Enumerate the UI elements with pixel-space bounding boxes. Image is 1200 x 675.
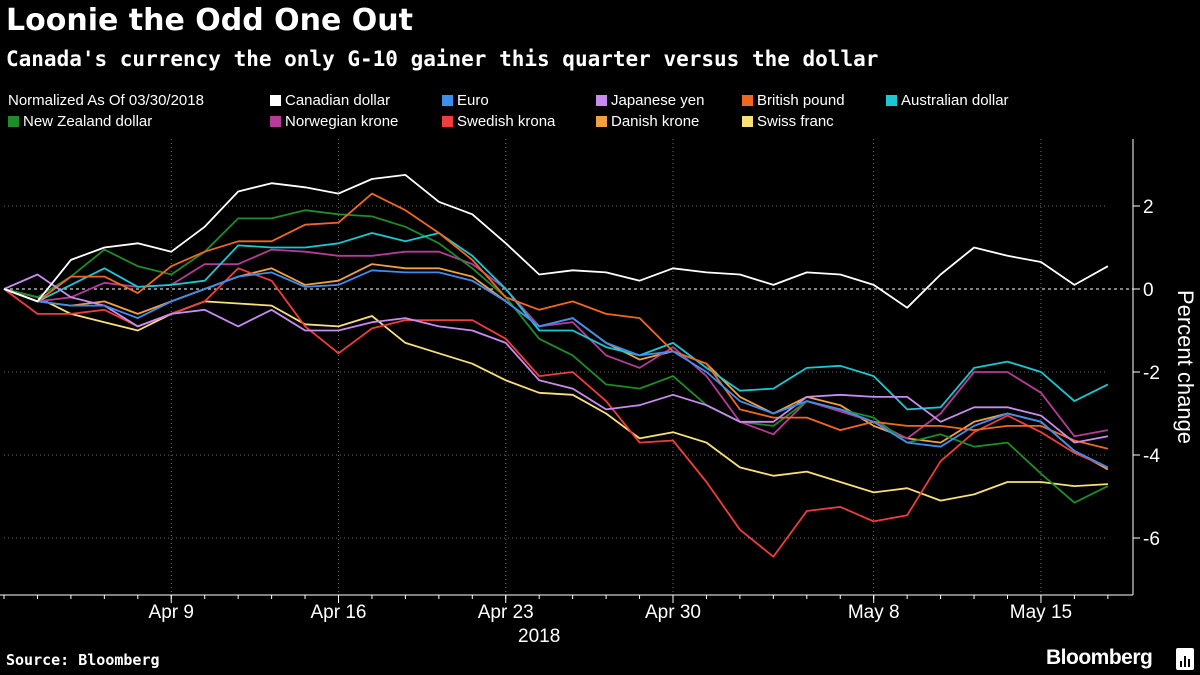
legend-item-new-zealand-dollar: New Zealand dollar [8, 113, 152, 130]
legend-item-australian-dollar: Australian dollar [886, 92, 1009, 109]
legend-label: Danish krone [611, 113, 700, 130]
x-tick-label: Apr 23 [478, 602, 534, 623]
y-tick-label: -2 [1143, 363, 1160, 384]
legend-swatch [442, 95, 453, 106]
bloomberg-chart-icon [1176, 648, 1194, 670]
series-line-canadian-dollar [3, 173, 1109, 309]
legend-label: Japanese yen [611, 92, 705, 109]
x-year-label: 2018 [518, 626, 560, 647]
legend-swatch [270, 95, 281, 106]
x-tick-label: May 15 [1010, 602, 1072, 623]
legend-swatch [596, 95, 607, 106]
legend-item-euro: Euro [442, 92, 489, 109]
series-line-danish-krone [3, 263, 1109, 471]
legend-swatch [886, 95, 897, 106]
legend-item-swedish-krona: Swedish krona [442, 113, 555, 130]
legend-item-canadian-dollar: Canadian dollar [270, 92, 390, 109]
legend-item-japanese-yen: Japanese yen [596, 92, 704, 109]
series-line-swiss-franc [3, 288, 1108, 502]
legend-swatch [442, 116, 453, 127]
legend-item-swiss-franc: Swiss franc [742, 113, 834, 130]
legend-label: Norwegian krone [285, 113, 399, 130]
x-tick-label: Apr 9 [149, 602, 194, 623]
series-line-swedish-krona [3, 267, 1109, 558]
legend-swatch [742, 95, 753, 106]
legend-label: New Zealand dollar [23, 113, 153, 130]
legend-swatch [8, 116, 19, 127]
legend-swatch [742, 116, 753, 127]
bloomberg-logo: Bloomberg [1046, 646, 1153, 669]
legend-label: Euro [457, 92, 489, 109]
legend-label: Swiss franc [757, 113, 834, 130]
legend-item-norwegian-krone: Norwegian krone [270, 113, 398, 130]
legend-swatch [596, 116, 607, 127]
legend-label: British pound [757, 92, 845, 109]
y-tick-label: -4 [1143, 446, 1160, 467]
series-line-british-pound [3, 192, 1109, 450]
y-tick-label: -6 [1143, 529, 1160, 550]
legend-swatch [270, 116, 281, 127]
x-tick-label: May 8 [848, 602, 900, 623]
series-line-australian-dollar [3, 232, 1109, 411]
legend-label: Australian dollar [901, 92, 1009, 109]
x-tick-label: Apr 30 [645, 602, 701, 623]
chart-subtitle: Canada's currency the only G-10 gainer t… [6, 47, 879, 71]
series-line-norwegian-krone [3, 248, 1109, 440]
legend-item-british-pound: British pound [742, 92, 845, 109]
legend-label: Swedish krona [457, 113, 556, 130]
series-line-new-zealand-dollar [3, 209, 1109, 504]
series-line-euro [3, 269, 1109, 469]
y-axis-title: Percent change [1173, 290, 1198, 444]
legend-normalized-note: Normalized As Of 03/30/2018 [8, 92, 204, 109]
chart-title: Loonie the Odd One Out [6, 3, 414, 38]
legend-item-danish-krone: Danish krone [596, 113, 699, 130]
y-tick-label: 2 [1143, 197, 1154, 218]
source-note: Source: Bloomberg [6, 651, 160, 669]
y-tick-label: 0 [1143, 280, 1154, 301]
series-line-japanese-yen [3, 273, 1109, 444]
x-tick-label: Apr 16 [311, 602, 367, 623]
legend-label: Canadian dollar [285, 92, 391, 109]
